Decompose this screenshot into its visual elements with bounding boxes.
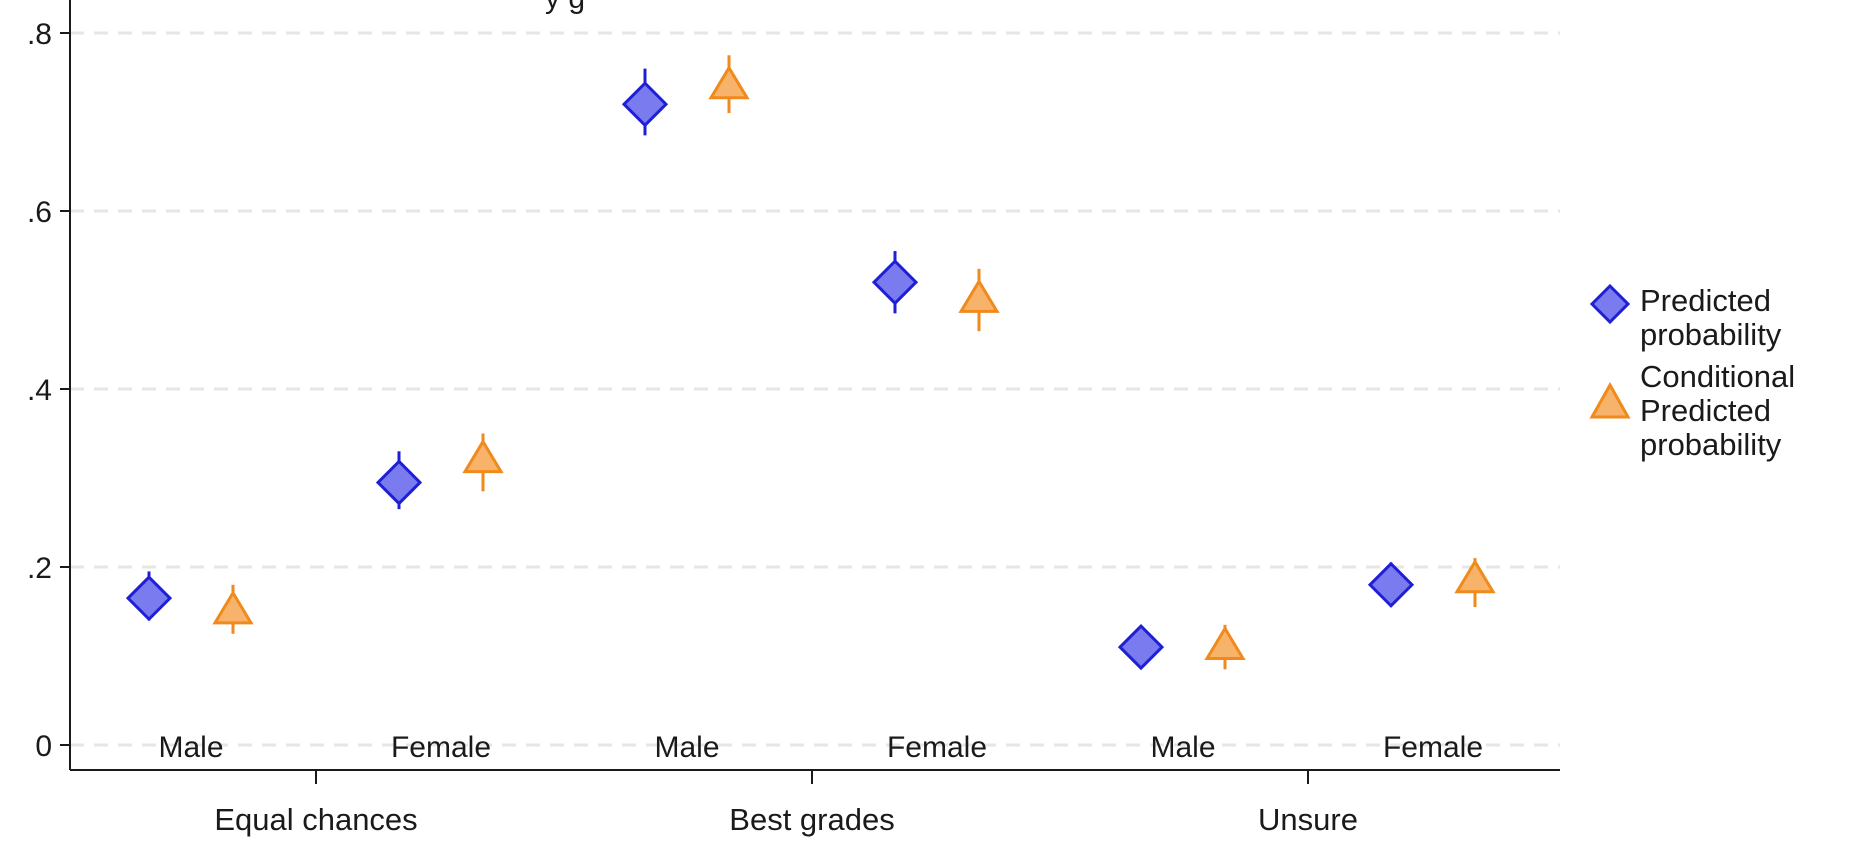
grid-lines [70,31,1560,747]
triangle-icon [1589,381,1631,419]
predicted-probability-point [125,575,173,622]
conditional-predicted-probability-point [212,589,254,625]
axes [69,0,1560,784]
conditional-predicted-probability-point [462,438,504,474]
predicted-probability-point [1367,561,1415,608]
y-tick-label: .8 [27,18,52,51]
y-tick-label: 0 [35,730,52,763]
legend-label-line3: probability [1640,427,1782,462]
group-label: Best grades [729,802,894,837]
legend-label-line1: Predicted [1640,283,1771,318]
diamond-icon [1589,283,1631,325]
y-tick-label: .2 [27,552,52,585]
legend: Predicted probability Conditional Predic… [1588,284,1848,470]
group-label: Equal chances [214,802,417,837]
subgroup-label: Male [158,731,223,764]
subgroup-label: Female [1383,731,1483,764]
conditional-predicted-probability-point [958,278,1000,313]
legend-item-conditional: Conditional Predicted probability [1588,360,1848,462]
conditional-predicted-probability-point [708,64,750,100]
subgroup-label: Female [887,731,987,764]
subgroup-label: Male [1150,731,1215,764]
predicted-probability-point [871,259,919,306]
y-tick-label: .6 [27,196,52,229]
group-labels: Equal chances Best grades Unsure [214,802,1358,837]
data-marks [125,55,1496,671]
predicted-probability-point [621,81,669,128]
predicted-probability-point [375,459,423,506]
subgroup-label: Female [391,731,491,764]
conditional-predicted-probability-point [1204,625,1246,660]
y-ticks: 0 .2 .4 .6 .8 [27,18,70,763]
chart-title-fragment: y g [545,0,585,15]
legend-item-predicted: Predicted probability [1588,284,1848,352]
predicted-probability-point [1117,623,1165,671]
group-label: Unsure [1258,802,1358,837]
subgroup-label: Male [654,731,719,764]
legend-label-line2: probability [1640,317,1782,352]
conditional-predicted-probability-point [1454,558,1496,594]
legend-label-line2: Predicted [1640,393,1771,428]
legend-label-line1: Conditional [1640,359,1796,394]
y-tick-label: .4 [27,374,52,407]
subgroup-labels: Male Female Male Female Male Female [158,731,1483,764]
